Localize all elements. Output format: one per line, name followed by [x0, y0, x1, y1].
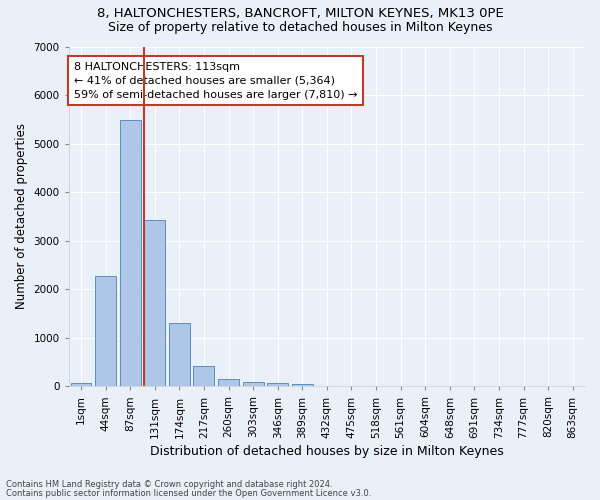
- Text: Contains public sector information licensed under the Open Government Licence v3: Contains public sector information licen…: [6, 488, 371, 498]
- Bar: [71, 383, 91, 386]
- Bar: [218, 378, 239, 386]
- Text: Contains HM Land Registry data © Crown copyright and database right 2024.: Contains HM Land Registry data © Crown c…: [6, 480, 332, 489]
- Bar: [145, 220, 165, 386]
- Bar: [169, 323, 190, 386]
- X-axis label: Distribution of detached houses by size in Milton Keynes: Distribution of detached houses by size …: [150, 444, 504, 458]
- Bar: [193, 366, 214, 386]
- Bar: [95, 276, 116, 386]
- Text: 8 HALTONCHESTERS: 113sqm
← 41% of detached houses are smaller (5,364)
59% of sem: 8 HALTONCHESTERS: 113sqm ← 41% of detach…: [74, 62, 358, 100]
- Bar: [267, 383, 288, 386]
- Bar: [242, 382, 263, 386]
- Bar: [292, 384, 313, 386]
- Bar: [120, 120, 140, 386]
- Text: Size of property relative to detached houses in Milton Keynes: Size of property relative to detached ho…: [108, 21, 492, 34]
- Text: 8, HALTONCHESTERS, BANCROFT, MILTON KEYNES, MK13 0PE: 8, HALTONCHESTERS, BANCROFT, MILTON KEYN…: [97, 8, 503, 20]
- Y-axis label: Number of detached properties: Number of detached properties: [15, 124, 28, 310]
